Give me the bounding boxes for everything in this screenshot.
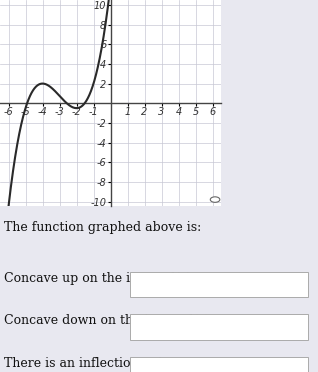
Text: The function graphed above is:: The function graphed above is: (4, 221, 201, 234)
Text: Concave up on the interval(s): Concave up on the interval(s) (4, 272, 191, 285)
Text: There is an inflection point at:: There is an inflection point at: (4, 357, 196, 370)
Text: Concave down on the interval(s): Concave down on the interval(s) (4, 314, 210, 327)
Circle shape (210, 197, 220, 202)
